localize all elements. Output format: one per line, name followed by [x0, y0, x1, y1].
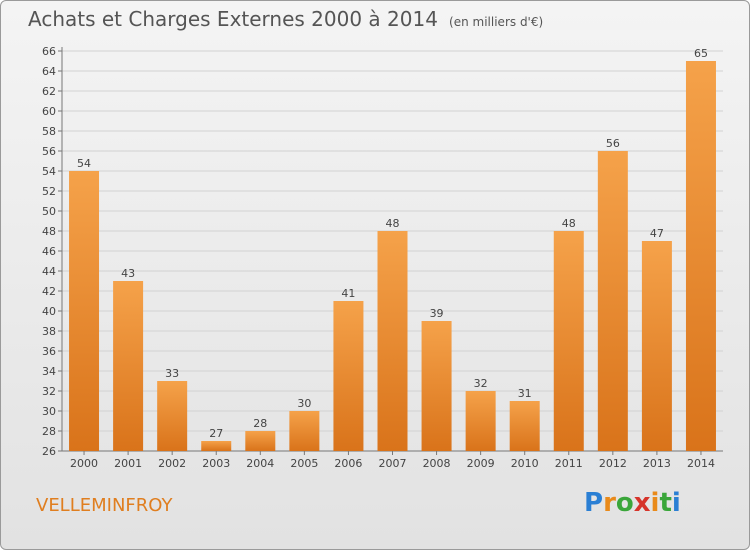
y-tick-label: 36 [42, 345, 56, 358]
bar-value-label: 31 [518, 387, 532, 400]
y-tick-label: 44 [42, 265, 56, 278]
chart-title: Achats et Charges Externes 2000 à 2014 [28, 7, 438, 31]
logo-letter: x [633, 488, 651, 518]
x-tick-label: 2005 [290, 457, 318, 470]
bar-value-label: 48 [562, 217, 576, 230]
bar [685, 61, 716, 451]
x-tick-label: 2014 [687, 457, 715, 470]
bar [289, 411, 320, 451]
y-tick-label: 26 [42, 445, 56, 458]
bar-value-label: 48 [386, 217, 400, 230]
y-tick-label: 62 [42, 85, 56, 98]
logo-letter: t [659, 488, 672, 518]
bar [377, 231, 408, 451]
bar-value-label: 28 [253, 417, 267, 430]
bar-value-label: 39 [430, 307, 444, 320]
bar-value-label: 27 [209, 427, 223, 440]
proxiti-logo[interactable]: Proxiti [584, 488, 681, 518]
commune-name: VELLEMINFROY [36, 495, 173, 516]
x-tick-label: 2010 [511, 457, 539, 470]
logo-letter: i [650, 488, 660, 518]
y-tick-label: 28 [42, 425, 56, 438]
y-tick-label: 52 [42, 185, 56, 198]
bar [113, 281, 144, 451]
bar [245, 431, 276, 451]
bar-value-label: 65 [694, 47, 708, 60]
bar [333, 301, 364, 451]
bar-value-label: 32 [474, 377, 488, 390]
bar [421, 321, 452, 451]
logo-letter: o [615, 488, 634, 518]
label-layer: 54 43 33 27 28 30 41 48 39 32 31 48 56 47 65 [77, 47, 708, 440]
y-tick-label: 56 [42, 145, 56, 158]
bar-value-label: 54 [77, 157, 91, 170]
y-tick-label: 38 [42, 325, 56, 338]
x-tick-label: 2001 [114, 457, 142, 470]
bar [157, 381, 188, 451]
y-tick-label: 48 [42, 225, 56, 238]
x-tick-label: 2009 [467, 457, 495, 470]
bar-value-label: 43 [121, 267, 135, 280]
bar-value-label: 47 [650, 227, 664, 240]
y-tick-label: 30 [42, 405, 56, 418]
y-tick-label: 50 [42, 205, 56, 218]
x-tick-label: 2011 [555, 457, 583, 470]
y-tick-label: 32 [42, 385, 56, 398]
y-tick-label: 54 [42, 165, 56, 178]
x-tick-label: 2000 [70, 457, 98, 470]
y-tick-label: 42 [42, 285, 56, 298]
x-tick-label: 2008 [423, 457, 451, 470]
bar [465, 391, 496, 451]
bar-value-label: 33 [165, 367, 179, 380]
y-tick-label: 46 [42, 245, 56, 258]
x-tick-label: 2012 [599, 457, 627, 470]
x-tick-label: 2006 [334, 457, 362, 470]
bar [553, 231, 584, 451]
bar [641, 241, 672, 451]
logo-letter: i [671, 488, 681, 518]
bar-layer [69, 61, 716, 451]
y-tick-label: 60 [42, 105, 56, 118]
logo-letter: r [603, 488, 616, 518]
y-tick-label: 58 [42, 125, 56, 138]
bar-value-label: 30 [297, 397, 311, 410]
chart-subtitle: (en milliers d'€) [449, 15, 544, 29]
x-tick-label: 2007 [379, 457, 407, 470]
bar-value-label: 41 [341, 287, 355, 300]
bar [201, 441, 232, 451]
bar [69, 171, 100, 451]
chart-title-row: Achats et Charges Externes 2000 à 2014 (… [28, 7, 543, 31]
y-tick-label: 34 [42, 365, 56, 378]
bar-value-label: 56 [606, 137, 620, 150]
bar [597, 151, 628, 451]
bar [509, 401, 540, 451]
x-tick-label: 2002 [158, 457, 186, 470]
x-tick-label: 2003 [202, 457, 230, 470]
y-tick-label: 66 [42, 45, 56, 58]
y-tick-label: 40 [42, 305, 56, 318]
y-tick-label: 64 [42, 65, 56, 78]
x-tick-label: 2004 [246, 457, 274, 470]
logo-letter: P [584, 488, 604, 518]
x-tick-label: 2013 [643, 457, 671, 470]
